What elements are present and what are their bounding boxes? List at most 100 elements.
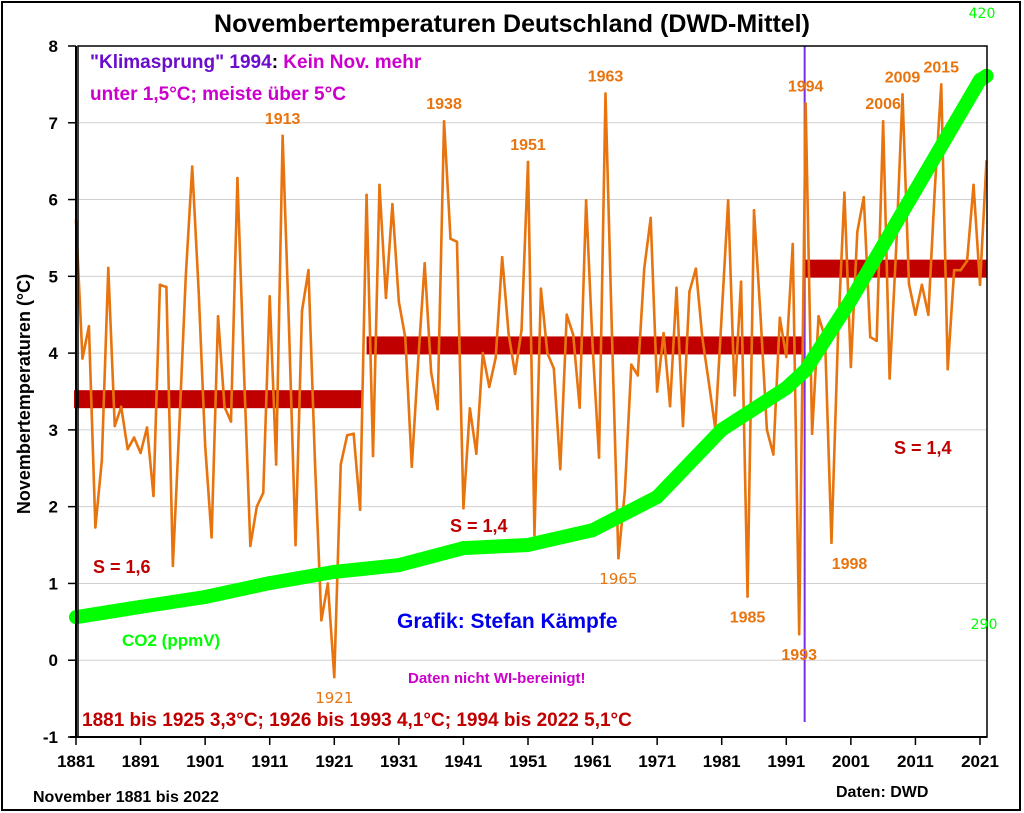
temperature-point	[804, 102, 807, 105]
temperature-point	[558, 467, 562, 471]
temperature-point	[287, 328, 291, 332]
temperature-point	[300, 309, 304, 313]
co2-point	[843, 293, 858, 308]
wi-note: Daten nicht WI-bereinigt!	[408, 670, 586, 687]
temperature-point	[223, 405, 226, 409]
temperature-point	[520, 328, 523, 332]
co2-point	[779, 381, 794, 396]
temperature-point	[965, 259, 969, 263]
temperature-point	[933, 188, 937, 191]
temperature-point	[720, 313, 724, 317]
temperature-point	[604, 92, 607, 95]
temperature-point	[617, 556, 620, 560]
temperature-point	[526, 160, 530, 164]
year-label: 1994	[788, 79, 824, 96]
temperature-point	[397, 300, 401, 303]
x-axis-title: November 1881 bis 2022	[33, 789, 219, 806]
y-tick-label: 7	[49, 114, 58, 133]
year-label: 1951	[510, 137, 546, 154]
temperature-point	[81, 357, 84, 360]
x-tick-label: 1911	[251, 752, 288, 771]
co2-axis-top-label: 420	[969, 6, 996, 22]
x-tick-label: 1901	[186, 752, 224, 771]
x-tick-label: 1941	[445, 752, 483, 771]
temperature-point	[907, 282, 911, 286]
co2-point	[391, 558, 406, 573]
y-tick-label: 3	[49, 421, 58, 440]
temperature-point	[778, 316, 782, 320]
co2-point	[262, 576, 277, 591]
y-tick-label: 2	[49, 498, 58, 517]
year-label: 2006	[865, 96, 901, 113]
temperature-point	[197, 290, 200, 293]
co2-point	[585, 523, 600, 538]
temperature-point	[242, 367, 246, 370]
temperature-point	[959, 268, 962, 272]
x-axis-ticks: 1881 1891 1901 1911 1921 1931 1941 1951 1961 1971…	[57, 737, 999, 771]
temperature-point	[552, 367, 556, 370]
headline-line1: "Klimasprung" 1994: Kein Nov. mehr	[90, 52, 422, 73]
temperature-point	[178, 424, 181, 428]
temperature-point	[475, 452, 478, 455]
temperature-point	[623, 490, 627, 493]
temperature-point	[675, 286, 678, 290]
temperature-point	[119, 405, 123, 409]
co2-point	[198, 589, 213, 604]
temperature-point	[513, 372, 517, 376]
temperature-point	[410, 465, 414, 469]
temperature-point	[236, 176, 239, 180]
temperature-point	[500, 255, 504, 259]
temperature-point	[817, 314, 820, 318]
y-tick-label: -1	[43, 728, 58, 747]
temperature-point	[94, 526, 97, 529]
period-mean-bar	[74, 390, 364, 409]
headline-line2: unter 1,5°C; meiste über 5°C	[90, 84, 346, 105]
x-tick-label: 1961	[574, 752, 612, 771]
temperature-point	[610, 332, 614, 336]
temperature-point	[320, 618, 323, 622]
headline-kein-nov: Kein Nov. mehr	[278, 52, 422, 73]
y-tick-label: 6	[49, 191, 58, 210]
temperature-point	[836, 336, 840, 340]
temperature-point	[313, 459, 317, 462]
temperature-point	[539, 287, 543, 290]
temperature-point	[772, 453, 775, 456]
x-tick-label: 1891	[122, 752, 160, 771]
x-tick-label: 1981	[703, 752, 741, 771]
year-label: 1921	[315, 689, 353, 707]
temperature-point	[649, 216, 652, 220]
y-tick-label: 4	[49, 344, 59, 363]
co2-point	[521, 537, 535, 552]
s-label-2: S = 1,4	[450, 516, 508, 536]
temperature-point	[365, 193, 368, 197]
temperature-point	[784, 355, 788, 359]
temperature-point	[810, 432, 814, 436]
temperature-point	[733, 394, 736, 397]
x-tick-label: 1921	[315, 752, 353, 771]
temperature-point	[229, 420, 233, 423]
temperature-point	[739, 280, 743, 284]
temperature-point	[830, 541, 833, 545]
temperature-point	[636, 374, 640, 377]
temperature-point	[565, 313, 569, 317]
temperature-point	[894, 249, 898, 253]
year-label: 1938	[426, 96, 462, 113]
temperature-point	[332, 675, 336, 679]
temperature-point	[571, 333, 575, 336]
temperature-point	[449, 237, 452, 241]
temperature-point	[856, 230, 859, 234]
year-label: 2009	[885, 69, 921, 86]
temperature-point	[371, 454, 375, 458]
y-axis-ticks: 8 7 6 5 4 3 2 1 0 -1	[43, 37, 76, 747]
temperature-point	[914, 313, 917, 317]
temperature-point	[888, 377, 891, 380]
temperature-point	[862, 195, 866, 199]
temperature-point	[462, 506, 465, 510]
temperature-point	[630, 363, 633, 366]
temperature-point	[203, 443, 207, 447]
temperature-point	[190, 165, 194, 168]
temperature-point	[584, 199, 588, 202]
x-tick-label: 1951	[509, 752, 547, 771]
temperature-point	[384, 296, 388, 300]
